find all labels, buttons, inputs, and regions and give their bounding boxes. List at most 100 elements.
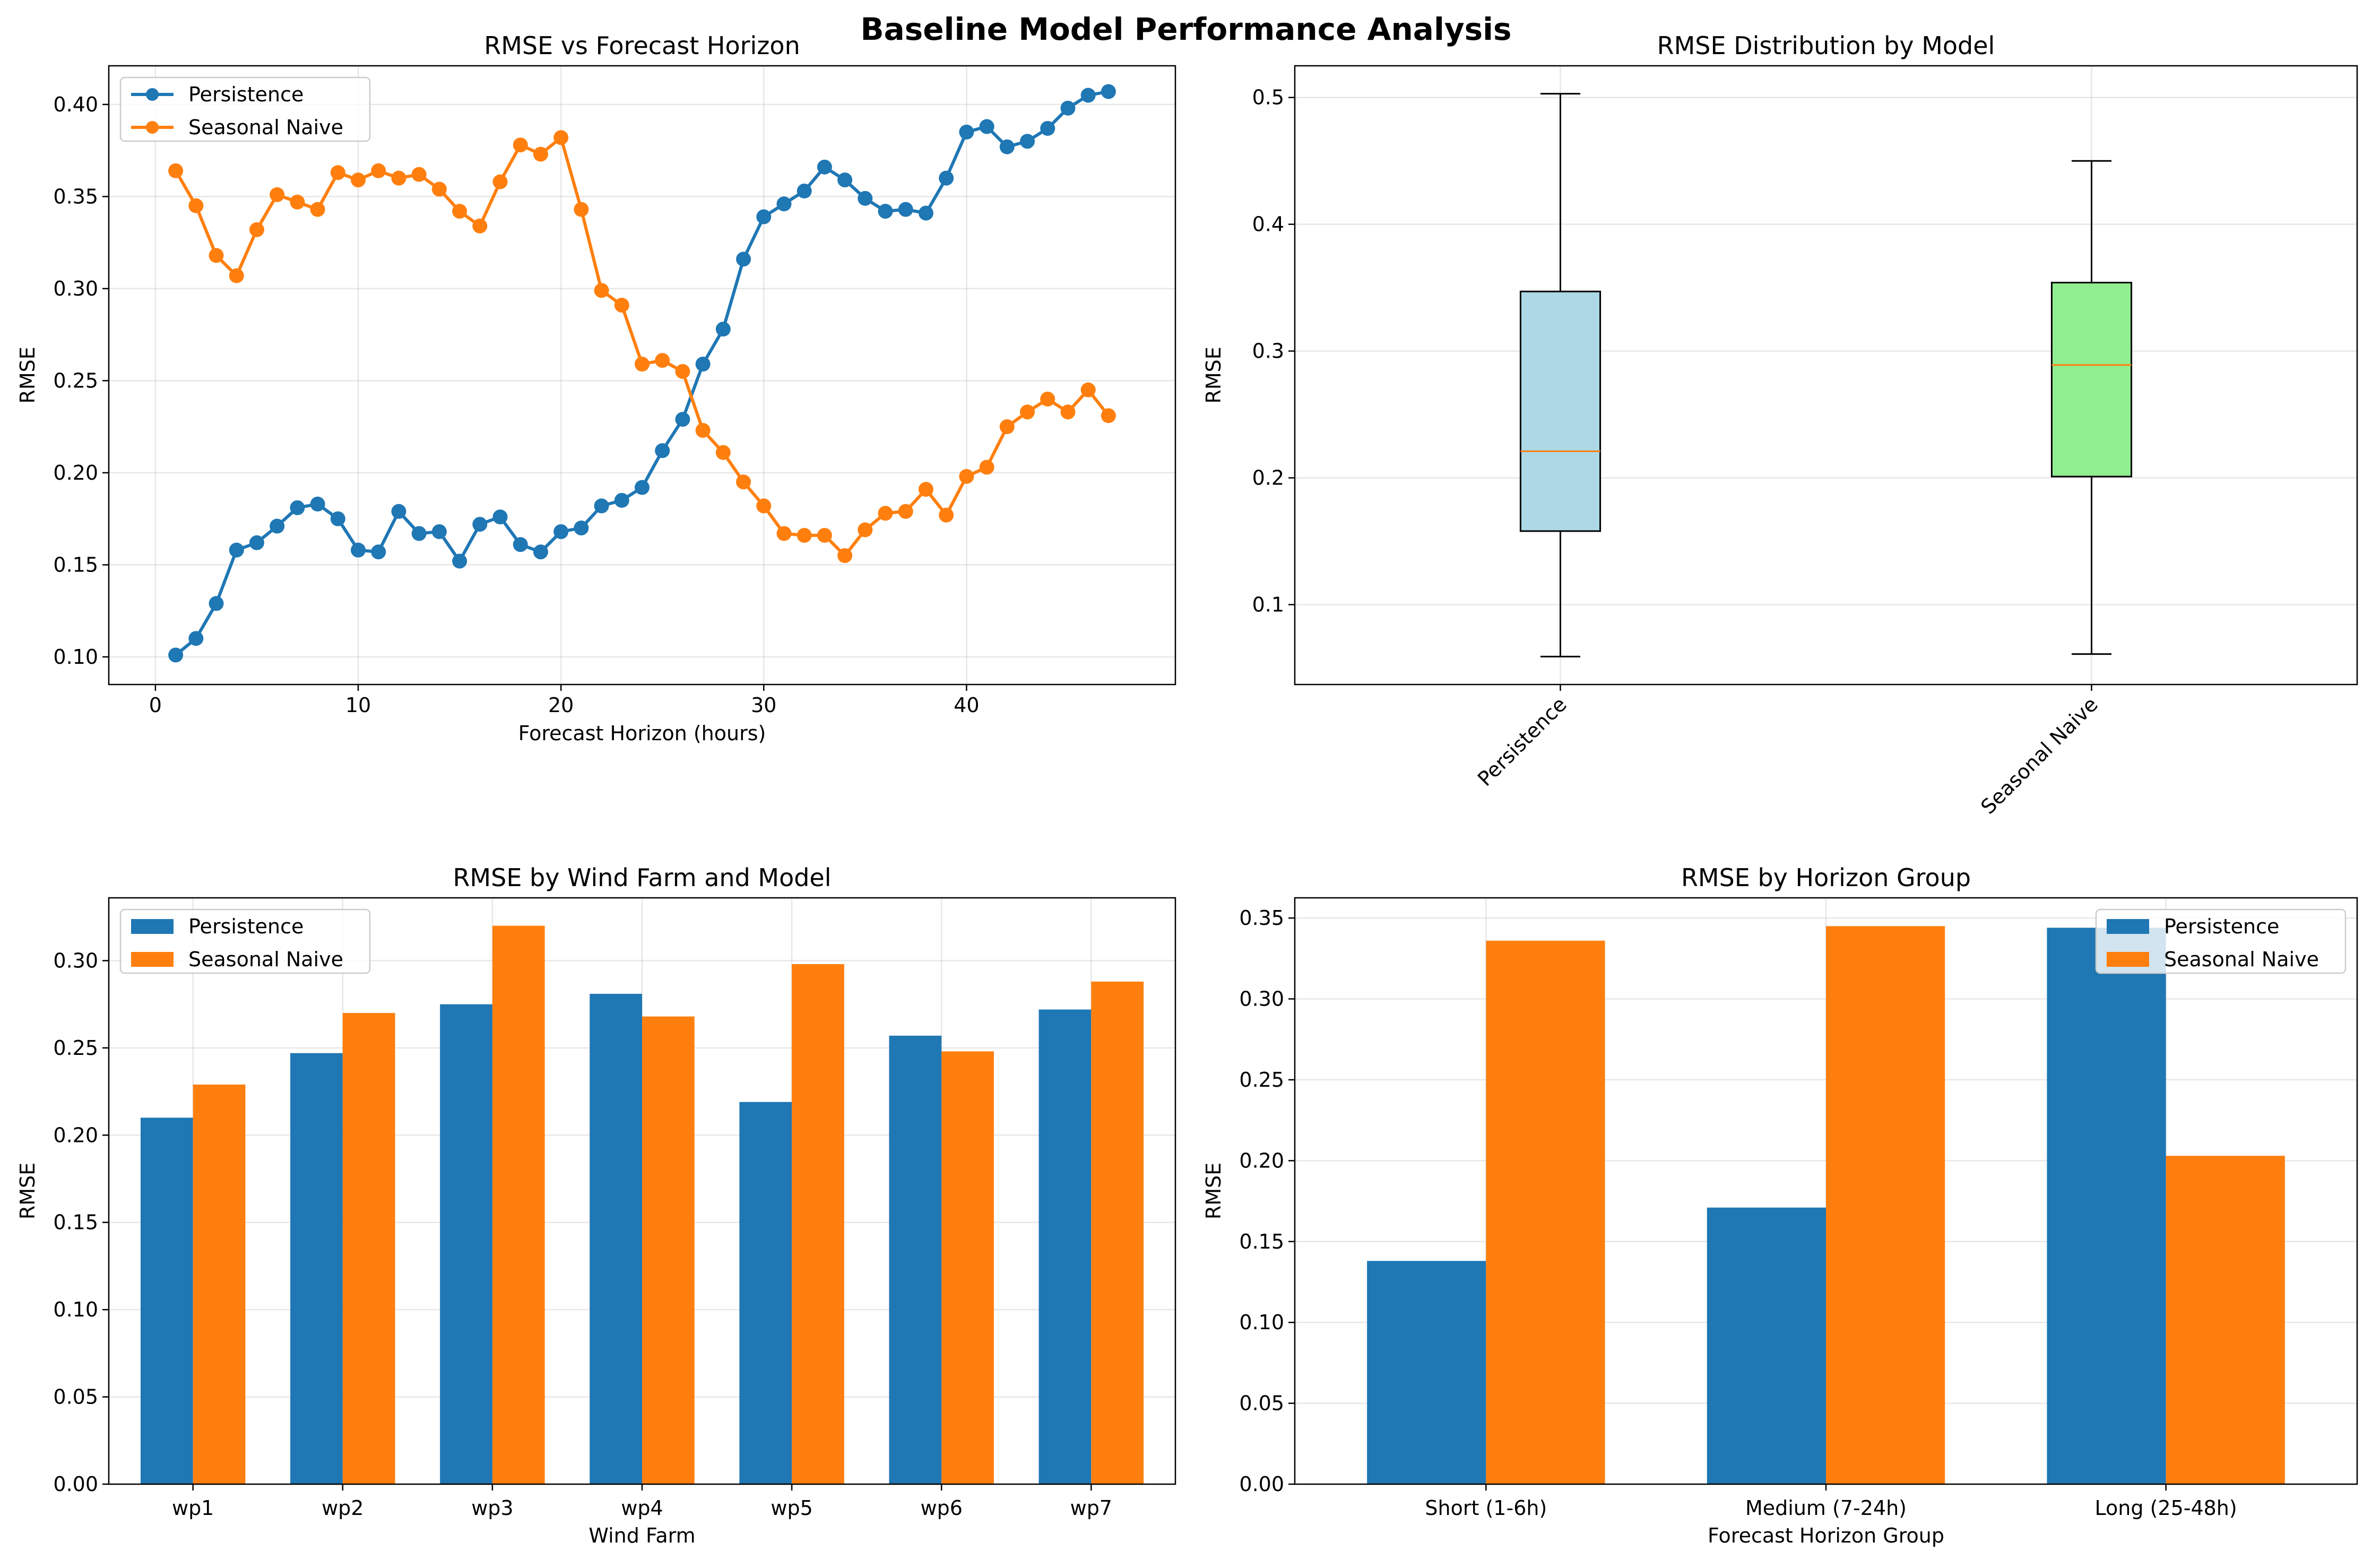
y-tick-label: 0.05 <box>53 1385 98 1409</box>
y-tick-label: 0.15 <box>1239 1230 1284 1253</box>
bar-seasonal-naive <box>1826 926 1945 1484</box>
y-tick-label: 0.25 <box>53 1036 98 1060</box>
x-tick-label: 30 <box>751 694 776 717</box>
data-point <box>858 522 873 538</box>
bar-seasonal-naive <box>1486 940 1605 1484</box>
y-tick-label: 0.20 <box>53 461 98 484</box>
bar-seasonal-naive <box>941 1051 994 1484</box>
bar-persistence <box>590 993 642 1484</box>
data-point <box>391 504 406 519</box>
data-point <box>797 183 812 198</box>
legend-label-seasonal-naive: Seasonal Naive <box>188 948 343 971</box>
data-point <box>1040 120 1055 136</box>
data-point <box>817 159 832 175</box>
data-point <box>553 524 569 539</box>
data-point <box>168 163 184 178</box>
data-point <box>472 517 488 532</box>
legend-marker <box>146 88 159 101</box>
x-tick-label: Long (25-48h) <box>2095 1496 2237 1520</box>
data-point <box>290 194 305 210</box>
legend-swatch <box>131 919 174 934</box>
data-point <box>736 474 751 490</box>
chart-title: RMSE by Horizon Group <box>1681 863 1971 892</box>
data-point <box>594 283 609 298</box>
data-point <box>837 548 853 564</box>
data-point <box>715 322 731 337</box>
line-chart-rmse-vs-horizon: 0.10 0.15 0.20 0.25 0.30 0.35 0.40 RMSE vs Fore… <box>16 31 1176 745</box>
y-tick-label: 0.10 <box>53 1298 98 1321</box>
data-point <box>1020 134 1035 149</box>
x-tick-label: wp7 <box>1070 1496 1112 1520</box>
legend-swatch <box>2107 919 2149 934</box>
bar-seasonal-naive <box>1091 981 1144 1484</box>
data-point <box>635 357 650 372</box>
bar-persistence <box>440 1004 492 1484</box>
x-tick-label: 20 <box>548 694 574 717</box>
x-tick-label: wp6 <box>921 1496 963 1520</box>
x-tick-label: 0 <box>149 694 162 717</box>
bar-persistence <box>1367 1261 1486 1484</box>
axes-frame <box>108 897 1176 1485</box>
data-point <box>290 500 305 515</box>
data-point <box>695 357 711 372</box>
data-point <box>1101 84 1116 99</box>
data-point <box>168 647 184 663</box>
chart-title: RMSE vs Forecast Horizon <box>484 31 800 60</box>
data-point <box>188 198 204 213</box>
data-point <box>452 553 468 569</box>
legend-box <box>2095 908 2347 974</box>
y-tick-label: 0.20 <box>53 1123 98 1147</box>
data-point <box>411 167 427 182</box>
y-tick-label: 0.3 <box>1252 340 1284 363</box>
y-tick-label: 0.1 <box>1252 593 1284 616</box>
data-point <box>959 469 974 484</box>
y-tick-label: 0.05 <box>1239 1392 1284 1415</box>
y-tick-label: 0.30 <box>53 949 98 972</box>
bar-seasonal-naive <box>342 1013 395 1484</box>
data-point <box>431 181 447 197</box>
data-point <box>817 527 832 543</box>
data-point <box>351 542 366 558</box>
data-point <box>918 482 933 497</box>
data-point <box>371 163 386 178</box>
y-tick-label: 0.4 <box>1252 213 1284 236</box>
y-tick-label: 0.30 <box>53 277 98 300</box>
data-point <box>1060 100 1076 116</box>
data-point <box>533 146 548 162</box>
data-point <box>1080 88 1096 103</box>
legend-box <box>119 76 371 142</box>
data-point <box>270 187 285 202</box>
data-point <box>675 364 690 379</box>
data-point <box>249 222 264 237</box>
data-point <box>209 596 224 611</box>
data-point <box>270 518 285 534</box>
y-axis-label: RMSE <box>16 346 39 403</box>
data-point <box>614 298 629 313</box>
data-point <box>492 509 508 525</box>
data-point <box>959 124 974 140</box>
data-point <box>249 535 264 550</box>
y-axis-label: RMSE <box>16 1163 39 1219</box>
x-axis-label: Wind Farm <box>588 1524 695 1547</box>
data-point <box>553 130 569 145</box>
y-tick-label: 0.30 <box>1239 987 1284 1011</box>
y-tick-label: 0.35 <box>1239 906 1284 930</box>
data-point <box>756 498 772 514</box>
data-point <box>999 139 1015 154</box>
data-point <box>533 544 548 560</box>
bar-persistence <box>1038 1009 1092 1484</box>
axes-frame <box>108 65 1176 686</box>
y-tick-label: 0.25 <box>53 369 98 392</box>
data-point <box>492 174 508 189</box>
data-point <box>898 202 913 217</box>
y-tick-label: 0.40 <box>53 93 98 116</box>
axes-frame <box>1294 897 2358 1485</box>
data-point <box>229 268 244 283</box>
data-point <box>574 521 589 536</box>
data-point <box>614 492 629 508</box>
bar-seasonal-naive <box>2166 1156 2285 1484</box>
y-tick-label: 0.35 <box>53 185 98 208</box>
data-point <box>594 498 609 514</box>
data-point <box>979 119 994 134</box>
